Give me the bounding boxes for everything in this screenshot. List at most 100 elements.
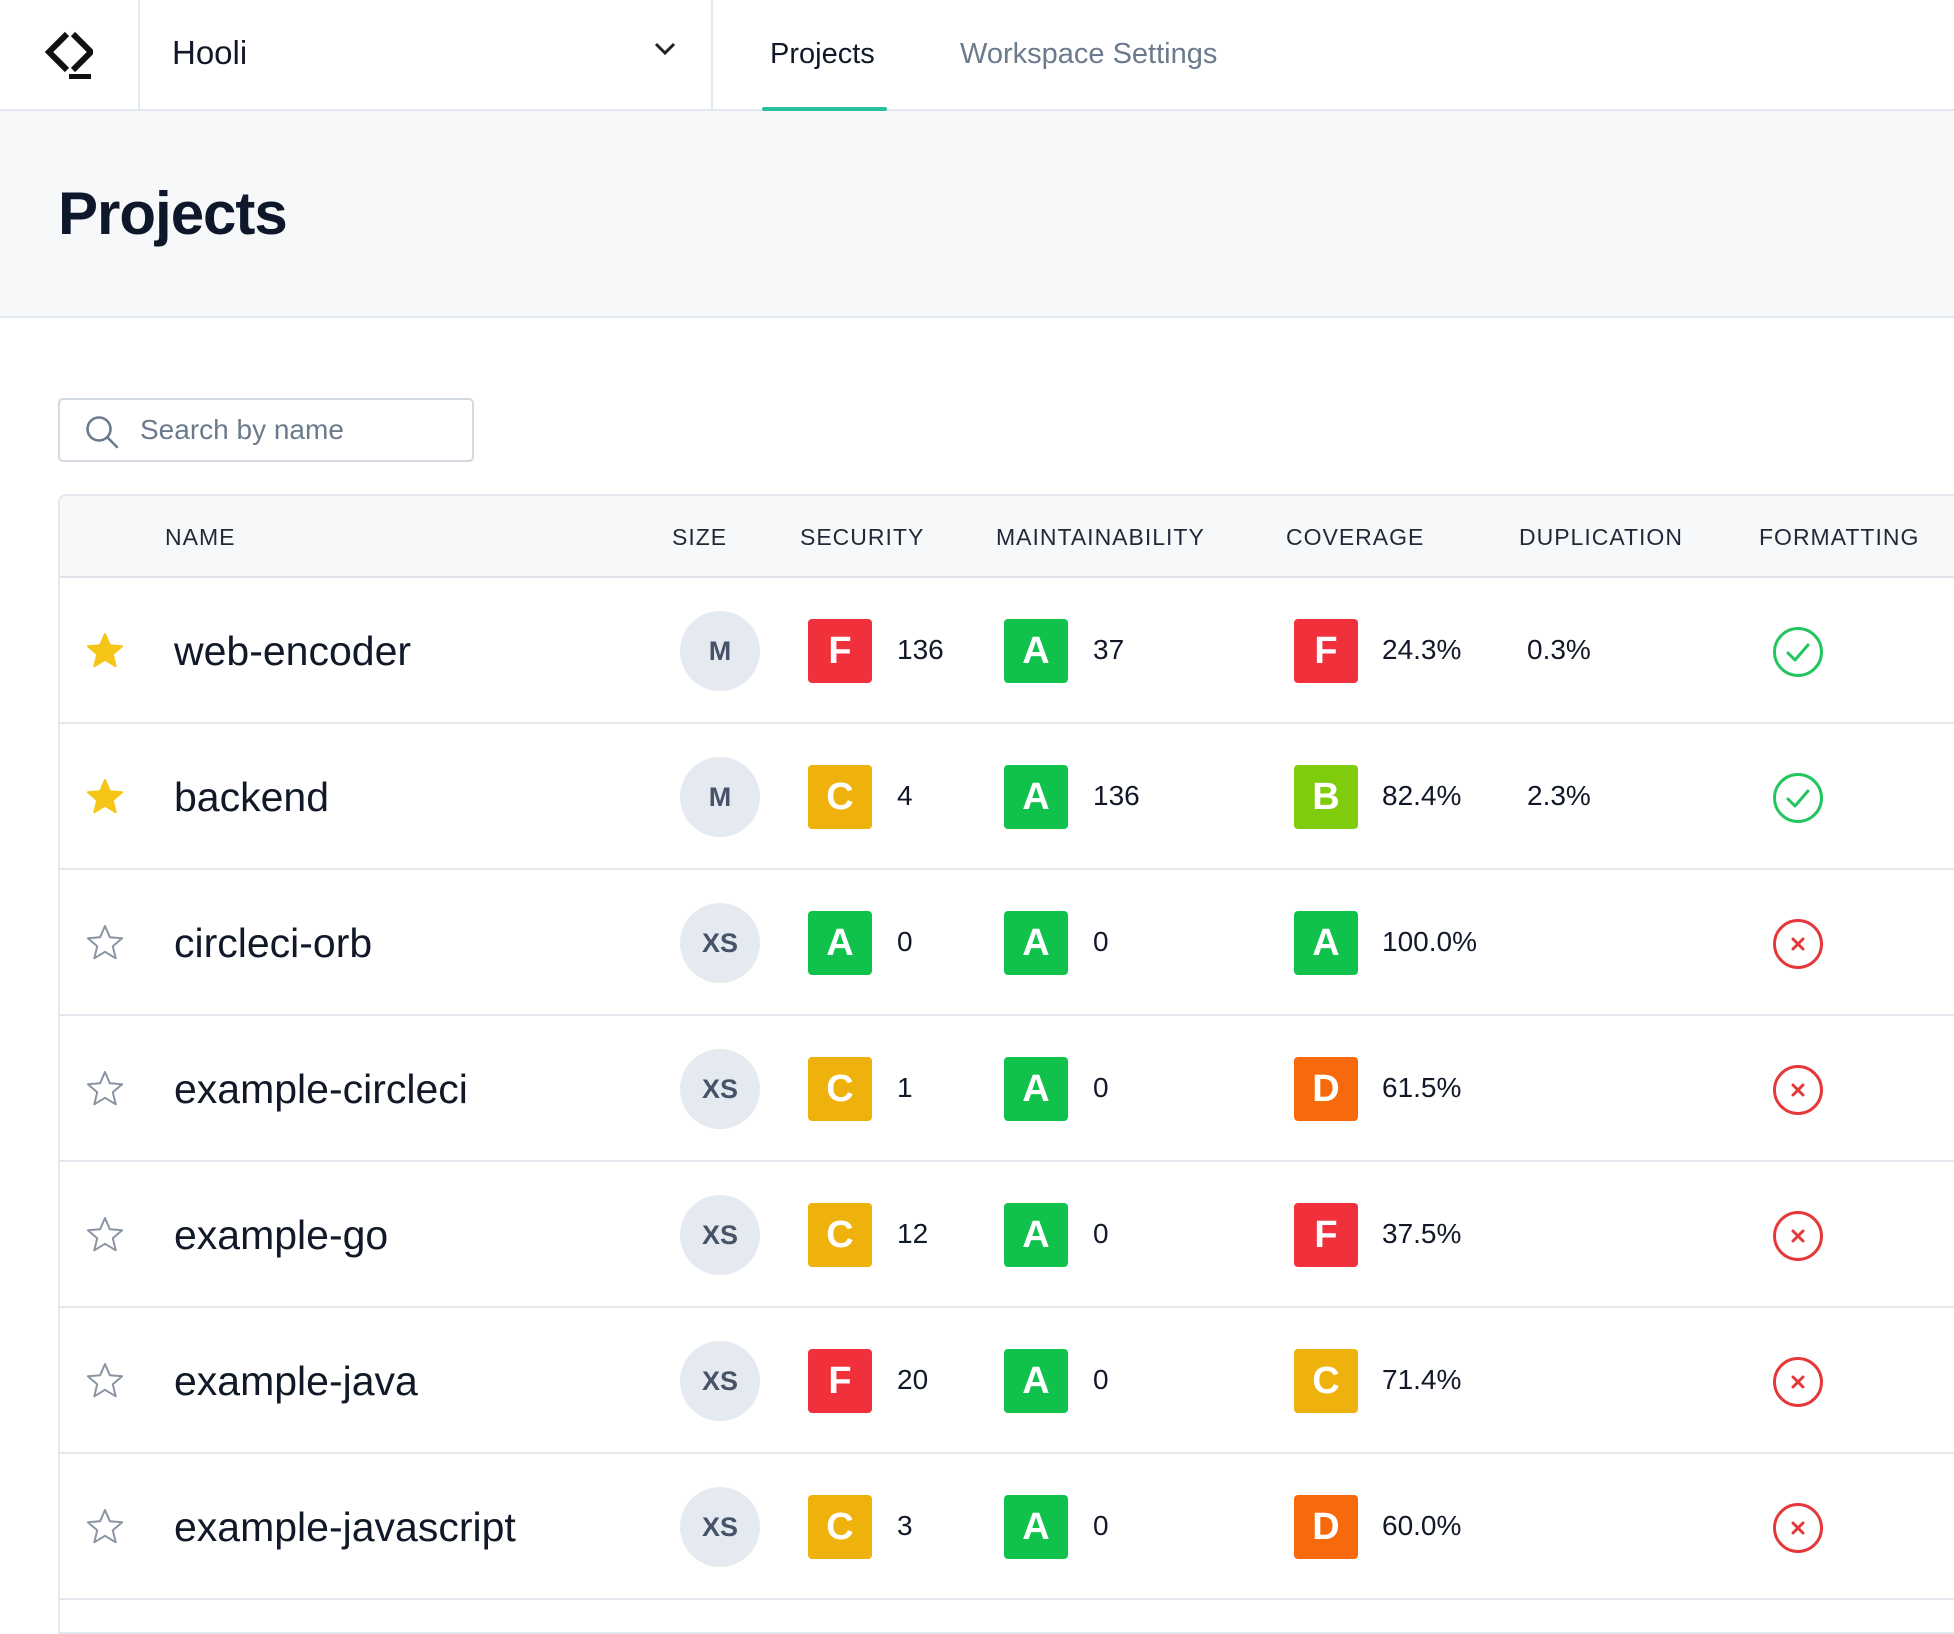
table-row[interactable]: example-java XS F 20 A 0 C 71.4% — [60, 1308, 1954, 1454]
star-outline-icon[interactable] — [86, 1216, 124, 1254]
size-badge: M — [680, 611, 760, 691]
coverage-percent: 82.4% — [1382, 780, 1462, 811]
column-header-name[interactable]: NAME — [165, 524, 236, 550]
search-box[interactable] — [58, 398, 474, 462]
top-navigation-bar: Hooli Projects Workspace Settings — [0, 0, 1954, 111]
maintainability-issue-count: 0 — [1093, 1364, 1109, 1395]
logo[interactable] — [0, 0, 140, 109]
coverage-grade-badge[interactable]: F — [1294, 1203, 1358, 1267]
page-header: Projects — [0, 111, 1954, 318]
maintainability-issue-count: 37 — [1093, 634, 1125, 665]
security-grade-badge[interactable]: F — [808, 1349, 872, 1413]
table-row[interactable]: backend M C 4 A 136 B 82.4% 2.3% — [60, 724, 1954, 870]
tab-projects[interactable]: Projects — [770, 38, 875, 70]
column-header-coverage[interactable]: COVERAGE — [1286, 524, 1425, 550]
security-grade-badge[interactable]: C — [808, 765, 872, 829]
star-filled-icon[interactable] — [86, 778, 124, 816]
coverage-percent: 24.3% — [1382, 634, 1462, 665]
maintainability-grade-badge[interactable]: A — [1004, 911, 1068, 975]
maintainability-grade-badge[interactable]: A — [1004, 1349, 1068, 1413]
table-header: NAME SIZE SECURITY MAINTAINABILITY COVER… — [60, 496, 1954, 578]
security-issue-count: 0 — [897, 926, 913, 957]
project-name[interactable]: backend — [174, 774, 330, 820]
maintainability-grade-badge[interactable]: A — [1004, 765, 1068, 829]
maintainability-issue-count: 0 — [1093, 1218, 1109, 1249]
table-row[interactable]: example-go XS C 12 A 0 F 37.5% — [60, 1162, 1954, 1308]
star-outline-icon[interactable] — [86, 1508, 124, 1546]
table-row[interactable]: web-encoder M F 136 A 37 F 24.3% 0.3% — [60, 578, 1954, 724]
duplication-percent: 2.3% — [1527, 780, 1591, 811]
maintainability-grade-badge[interactable]: A — [1004, 619, 1068, 683]
maintainability-issue-count: 0 — [1093, 926, 1109, 957]
coverage-grade-badge[interactable]: C — [1294, 1349, 1358, 1413]
security-grade-badge[interactable]: C — [808, 1495, 872, 1559]
column-header-security[interactable]: SECURITY — [800, 524, 925, 550]
coverage-grade-badge[interactable]: B — [1294, 765, 1358, 829]
coverage-percent: 71.4% — [1382, 1364, 1462, 1395]
security-issue-count: 4 — [897, 780, 913, 811]
size-badge: M — [680, 757, 760, 837]
project-name[interactable]: circleci-orb — [174, 920, 373, 966]
star-filled-icon[interactable] — [86, 632, 124, 670]
tab-workspace-settings[interactable]: Workspace Settings — [960, 38, 1218, 70]
maintainability-grade-badge[interactable]: A — [1004, 1203, 1068, 1267]
coverage-percent: 37.5% — [1382, 1218, 1462, 1249]
star-outline-icon[interactable] — [86, 924, 124, 962]
coverage-grade-badge[interactable]: D — [1294, 1057, 1358, 1121]
coverage-grade-badge[interactable]: F — [1294, 619, 1358, 683]
security-issue-count: 12 — [897, 1218, 929, 1249]
size-badge: XS — [680, 1195, 760, 1275]
column-header-formatting[interactable]: FORMATTING — [1759, 524, 1920, 550]
x-circle-icon — [1773, 1503, 1823, 1553]
security-issue-count: 136 — [897, 634, 944, 665]
x-circle-icon — [1773, 1357, 1823, 1407]
duplication-percent: 0.3% — [1527, 634, 1591, 665]
table-row[interactable]: circleci-orb XS A 0 A 0 A 100.0% — [60, 870, 1954, 1016]
star-outline-icon[interactable] — [86, 1362, 124, 1400]
search-icon — [86, 416, 119, 449]
coverage-grade-badge[interactable]: D — [1294, 1495, 1358, 1559]
table-row[interactable]: example-circleci XS C 1 A 0 D 61.5% — [60, 1016, 1954, 1162]
column-header-duplication[interactable]: DUPLICATION — [1519, 524, 1683, 550]
security-grade-badge[interactable]: C — [808, 1203, 872, 1267]
projects-table: NAME SIZE SECURITY MAINTAINABILITY COVER… — [58, 494, 1954, 1634]
x-circle-icon — [1773, 1211, 1823, 1261]
size-badge: XS — [680, 1049, 760, 1129]
security-grade-badge[interactable]: A — [808, 911, 872, 975]
check-circle-icon — [1773, 627, 1823, 677]
x-circle-icon — [1773, 1065, 1823, 1115]
table-row[interactable]: example-javascript XS C 3 A 0 D 60.0% — [60, 1454, 1954, 1600]
project-name[interactable]: web-encoder — [174, 628, 412, 674]
coverage-percent: 60.0% — [1382, 1510, 1462, 1541]
chevron-down-icon — [654, 42, 676, 56]
check-circle-icon — [1773, 773, 1823, 823]
app-logo-icon — [45, 31, 93, 79]
column-header-size[interactable]: SIZE — [672, 524, 728, 550]
coverage-percent: 61.5% — [1382, 1072, 1462, 1103]
coverage-percent: 100.0% — [1382, 926, 1477, 957]
maintainability-issue-count: 0 — [1093, 1510, 1109, 1541]
project-name[interactable]: example-java — [174, 1358, 418, 1404]
star-outline-icon[interactable] — [86, 1070, 124, 1108]
maintainability-grade-badge[interactable]: A — [1004, 1495, 1068, 1559]
security-issue-count: 1 — [897, 1072, 913, 1103]
security-grade-badge[interactable]: C — [808, 1057, 872, 1121]
size-badge: XS — [680, 903, 760, 983]
project-name[interactable]: example-javascript — [174, 1504, 516, 1550]
org-switcher[interactable]: Hooli — [140, 0, 713, 109]
maintainability-issue-count: 136 — [1093, 780, 1140, 811]
search-input[interactable] — [140, 410, 460, 450]
maintainability-grade-badge[interactable]: A — [1004, 1057, 1068, 1121]
project-name[interactable]: example-go — [174, 1212, 389, 1258]
coverage-grade-badge[interactable]: A — [1294, 911, 1358, 975]
org-name: Hooli — [172, 34, 248, 71]
column-header-maintainability[interactable]: MAINTAINABILITY — [996, 524, 1205, 550]
page-title: Projects — [58, 180, 288, 247]
security-issue-count: 20 — [897, 1364, 929, 1395]
size-badge: XS — [680, 1487, 760, 1567]
active-tab-indicator — [762, 107, 887, 111]
x-circle-icon — [1773, 919, 1823, 969]
size-badge: XS — [680, 1341, 760, 1421]
project-name[interactable]: example-circleci — [174, 1066, 468, 1112]
security-grade-badge[interactable]: F — [808, 619, 872, 683]
